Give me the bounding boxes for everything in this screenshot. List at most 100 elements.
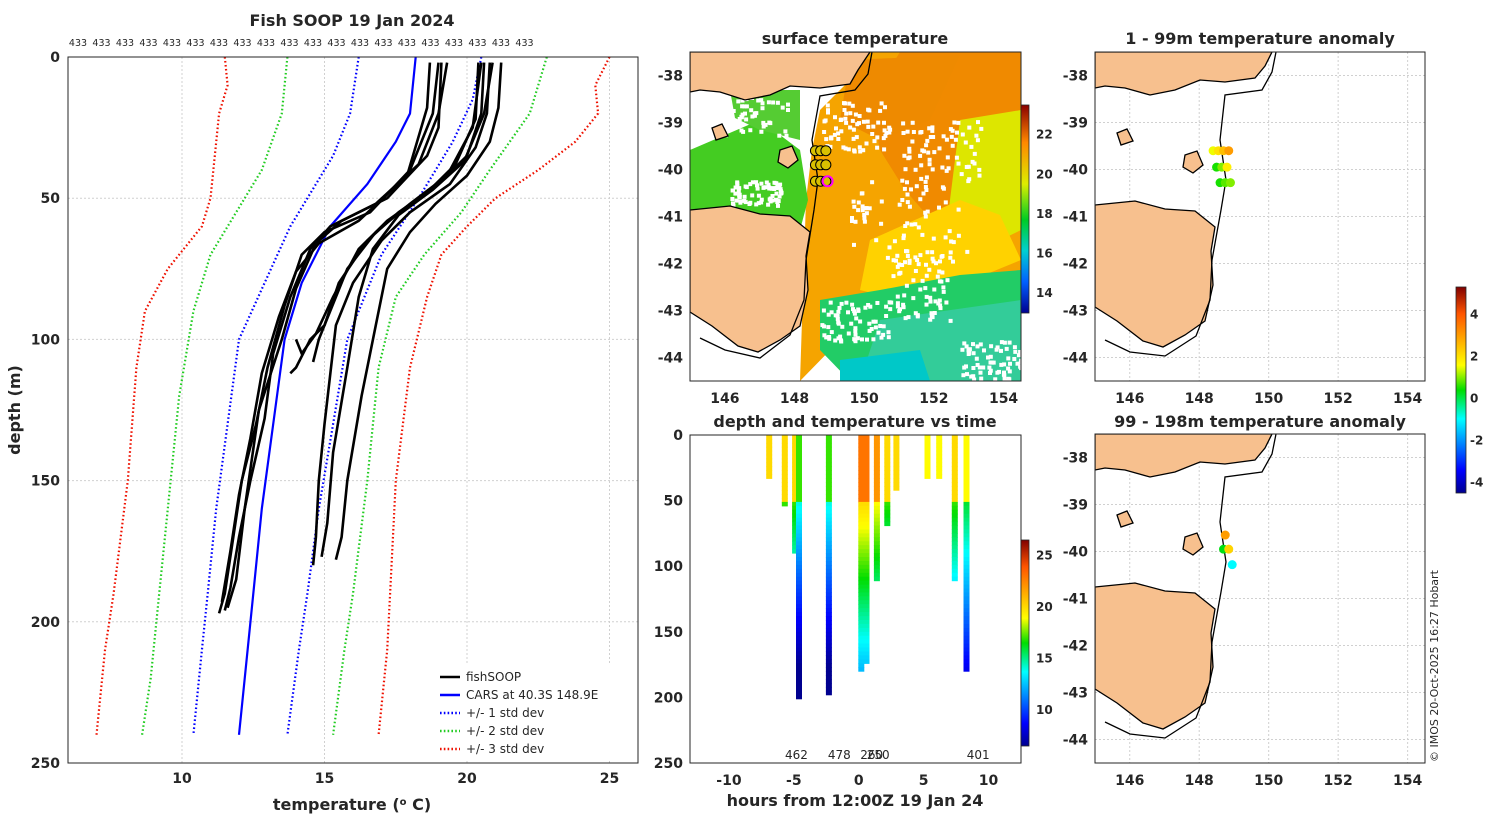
cast-sample <box>796 549 802 554</box>
cast-sample <box>893 446 900 452</box>
cloud-pixel <box>843 116 848 121</box>
cloud-pixel <box>897 262 902 267</box>
cloud-pixel <box>766 182 771 187</box>
cast-sample <box>884 501 891 507</box>
cloud-pixel <box>869 327 874 331</box>
cloud-pixel <box>836 309 841 314</box>
cast-sample <box>825 608 832 613</box>
cast-sample <box>781 446 788 452</box>
cast-sample <box>873 454 880 460</box>
cast-sample <box>924 442 931 448</box>
cast-sample <box>825 631 832 637</box>
cloud-pixel <box>972 377 977 381</box>
cloud-pixel <box>839 117 844 122</box>
cast-sample <box>825 454 832 460</box>
cast-sample <box>825 620 832 625</box>
sst-colorbar-tick: 22 <box>1036 128 1053 142</box>
cast-sample <box>796 584 802 590</box>
cast-sample <box>825 442 832 448</box>
cast-sample <box>963 580 970 586</box>
cloud-pixel <box>766 202 771 207</box>
cast-sample <box>963 470 970 475</box>
cloud-pixel <box>977 173 982 178</box>
cloud-pixel <box>725 114 730 119</box>
cast-sample <box>863 635 870 641</box>
cast-sample <box>893 462 900 468</box>
cast-sample <box>796 667 802 672</box>
cast-sample <box>936 474 943 479</box>
cast-column <box>863 435 870 664</box>
cast-sample <box>893 458 900 464</box>
cloud-pixel <box>852 204 857 209</box>
cast-sample <box>858 517 865 523</box>
cast-sample <box>858 564 865 570</box>
sst-colorbar-tick: 14 <box>1036 286 1053 300</box>
cloud-pixel <box>740 104 745 109</box>
cast-sample <box>796 553 802 558</box>
cast-sample <box>863 442 870 448</box>
cloud-pixel <box>925 250 930 255</box>
cloud-pixel <box>871 337 876 342</box>
cast-sample <box>796 623 802 629</box>
cloud-pixel <box>900 178 905 183</box>
cloud-pixel <box>1013 349 1018 354</box>
profile-xtick: 10 <box>172 771 192 787</box>
cloud-pixel <box>737 186 742 191</box>
cast-sample <box>863 549 870 554</box>
cast-sample <box>873 572 880 578</box>
cloud-pixel <box>731 188 735 193</box>
cast-sample <box>951 486 958 491</box>
cast-count-label: 462 <box>785 748 808 762</box>
cast-sample <box>951 561 958 566</box>
map-ytick: -44 <box>1063 351 1089 367</box>
cloud-pixel <box>895 304 900 309</box>
cast-sample <box>863 659 870 664</box>
time-depth-colorbar-tick: 10 <box>1036 703 1053 717</box>
cloud-pixel <box>864 211 869 216</box>
cast-sample <box>963 458 970 464</box>
cloud-pixel <box>928 299 933 304</box>
cast-sample <box>963 655 970 660</box>
top-label: 433 <box>69 38 87 49</box>
cloud-pixel <box>906 156 911 161</box>
cast-sample <box>951 576 958 582</box>
cloud-pixel <box>871 124 876 129</box>
cast-sample <box>893 474 900 479</box>
cast-sample <box>796 505 802 511</box>
cast-sample <box>796 509 802 515</box>
cast-sample <box>873 561 880 566</box>
cloud-pixel <box>743 184 748 189</box>
cast-sample <box>893 454 900 460</box>
cast-sample <box>963 529 970 534</box>
map-ytick: -40 <box>1063 163 1089 179</box>
cloud-pixel <box>931 259 936 264</box>
cast-sample <box>963 482 970 487</box>
cloud-pixel <box>748 182 753 187</box>
cast-sample <box>873 466 880 471</box>
sst-land-king-island <box>711 123 729 141</box>
cast-sample <box>796 671 802 676</box>
cast-sample <box>873 517 880 523</box>
cast-sample <box>863 600 870 605</box>
cast-column <box>792 435 799 554</box>
cast-sample <box>873 549 880 554</box>
cast-column <box>951 435 958 582</box>
cloud-pixel <box>920 278 925 283</box>
cloud-pixel <box>967 177 972 182</box>
cast-sample <box>884 486 891 491</box>
cast-sample <box>858 572 865 578</box>
cast-sample <box>825 553 832 558</box>
time-depth-ytick: 100 <box>654 559 683 575</box>
cloud-pixel <box>926 150 931 155</box>
cloud-pixel <box>931 135 936 139</box>
cast-sample <box>963 438 970 444</box>
profile-series <box>95 56 611 735</box>
cast-sample <box>796 517 802 523</box>
cloud-pixel <box>761 120 766 125</box>
cast-sample <box>963 663 970 668</box>
cast-sample <box>792 501 799 507</box>
cloud-pixel <box>750 180 755 185</box>
cast-sample <box>873 446 880 452</box>
cloud-pixel <box>903 260 907 265</box>
cloud-pixel <box>756 193 761 198</box>
